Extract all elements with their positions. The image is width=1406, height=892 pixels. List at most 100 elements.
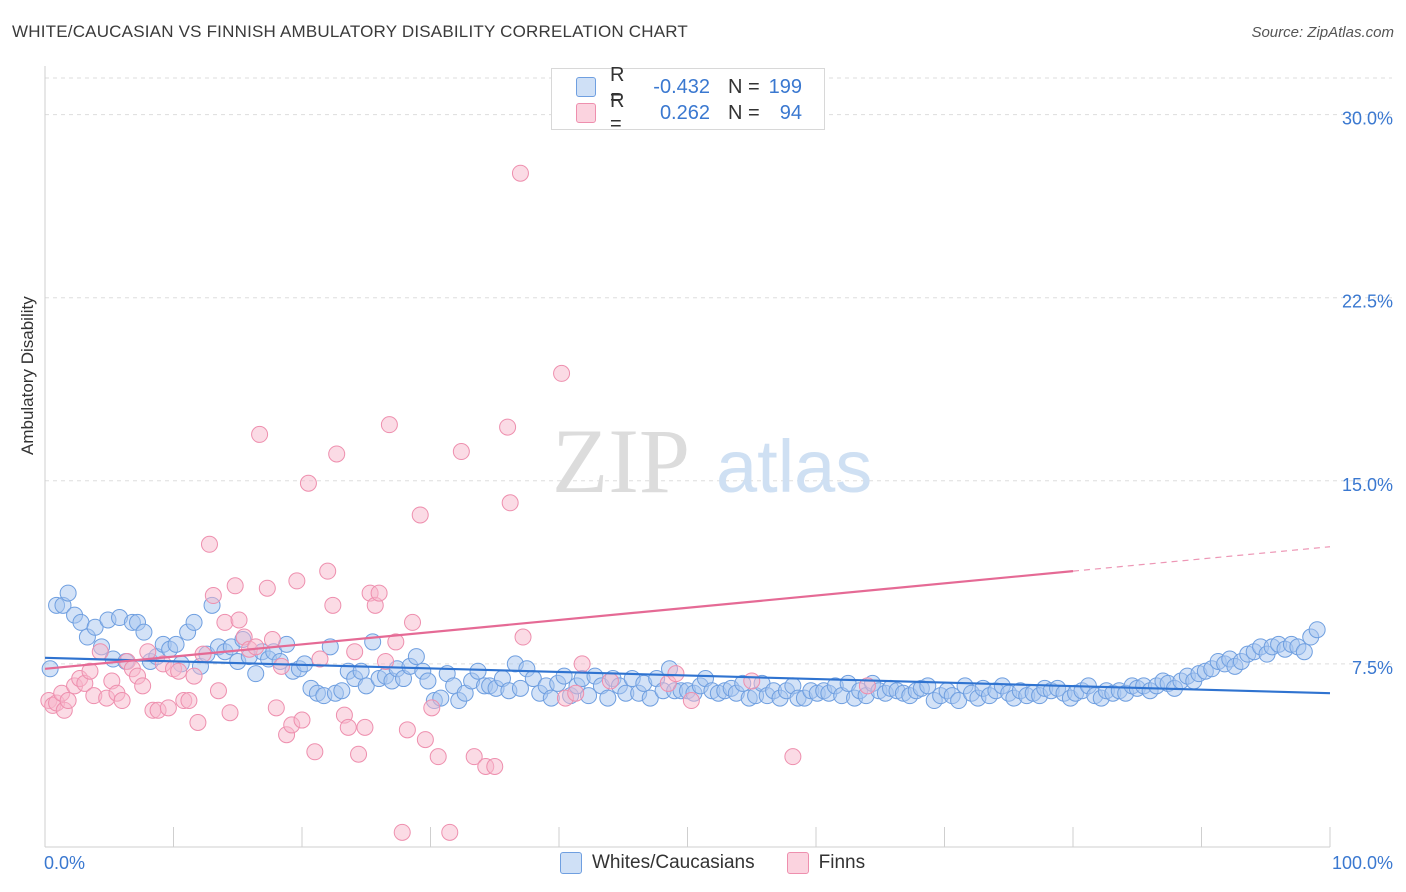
data-point-finns xyxy=(553,364,571,382)
data-point-whites xyxy=(333,682,351,700)
data-point-finns xyxy=(387,633,405,651)
x-tick-label: 0.0% xyxy=(44,853,85,873)
data-point-whites xyxy=(59,584,77,602)
data-point-finns xyxy=(293,711,311,729)
data-point-finns xyxy=(416,731,434,749)
data-point-whites xyxy=(511,679,529,697)
data-point-finns xyxy=(113,692,131,710)
data-point-finns xyxy=(306,743,324,761)
data-point-finns xyxy=(180,692,198,710)
data-point-finns xyxy=(465,748,483,766)
data-point-finns xyxy=(204,587,222,605)
data-point-finns xyxy=(423,699,441,717)
data-point-finns xyxy=(601,672,619,690)
data-point-finns xyxy=(501,494,519,512)
series-finns xyxy=(40,164,876,841)
correlation-legend: R = -0.432 N = 199 R = 0.262 N = 94 xyxy=(551,64,825,135)
data-point-finns xyxy=(784,748,802,766)
data-point-finns xyxy=(346,643,364,661)
data-point-finns xyxy=(411,506,429,524)
data-point-whites xyxy=(1308,621,1326,639)
y-axis-label: Ambulatory Disability xyxy=(18,296,37,455)
data-point-finns xyxy=(185,667,203,685)
tick-labels: 7.5% 15.0% 22.5% 30.0% 0.0% 100.0% xyxy=(44,109,1393,873)
legend-row-finns: R = 0.262 N = 94 xyxy=(576,90,802,135)
data-point-finns xyxy=(370,584,388,602)
r-value: -0.432 xyxy=(653,75,710,98)
series-whites-caucasians xyxy=(41,584,1326,710)
data-point-finns xyxy=(398,721,416,739)
data-point-finns xyxy=(858,677,876,695)
data-point-finns xyxy=(134,677,152,695)
data-point-finns xyxy=(189,713,207,731)
trend-lines xyxy=(44,546,1331,695)
data-point-finns xyxy=(230,611,248,629)
data-point-finns xyxy=(567,684,585,702)
data-point-finns xyxy=(159,699,177,717)
legend-swatch-finns xyxy=(576,103,596,123)
trend-line-finns xyxy=(44,570,1074,670)
data-point-finns xyxy=(91,643,109,661)
watermark-zip: ZIP xyxy=(552,410,690,512)
data-point-finns xyxy=(319,562,337,580)
data-point-whites xyxy=(86,618,104,636)
data-point-finns xyxy=(81,662,99,680)
data-point-whites xyxy=(950,692,968,710)
data-point-finns xyxy=(452,443,470,461)
data-point-finns xyxy=(209,682,227,700)
data-point-finns xyxy=(441,823,459,841)
data-point-finns xyxy=(499,418,517,436)
data-point-finns xyxy=(377,652,395,670)
data-point-finns xyxy=(221,704,239,722)
data-point-finns xyxy=(263,630,281,648)
gridlines xyxy=(45,77,1392,665)
data-point-whites xyxy=(599,689,617,707)
data-point-finns xyxy=(393,823,411,841)
data-point-whites xyxy=(469,662,487,680)
data-point-finns xyxy=(288,572,306,590)
n-value: 94 xyxy=(779,101,802,124)
data-point-finns xyxy=(356,718,374,736)
data-point-whites xyxy=(72,613,90,631)
data-point-finns xyxy=(258,579,276,597)
legend-label-whites: Whites/Caucasians xyxy=(592,852,755,873)
data-point-finns xyxy=(226,577,244,595)
data-point-finns xyxy=(328,445,346,463)
n-value: 199 xyxy=(768,75,802,98)
legend-item-whites[interactable]: Whites/Caucasians xyxy=(560,852,755,874)
legend-item-finns[interactable]: Finns xyxy=(786,852,865,874)
data-point-finns xyxy=(429,748,447,766)
data-point-whites xyxy=(1295,643,1313,661)
data-point-finns xyxy=(486,757,504,775)
data-point-finns xyxy=(350,745,368,763)
data-point-finns xyxy=(251,425,269,443)
r-value: 0.262 xyxy=(659,101,710,124)
y-tick-label: 7.5% xyxy=(1352,658,1393,678)
data-point-whites xyxy=(542,689,560,707)
y-tick-label: 30.0% xyxy=(1342,109,1393,129)
y-tick-label: 15.0% xyxy=(1342,475,1393,495)
r-label: R = xyxy=(610,90,625,135)
data-point-whites xyxy=(247,665,265,683)
data-point-whites xyxy=(135,623,153,641)
n-label: N = xyxy=(728,75,760,98)
data-point-finns xyxy=(404,613,422,631)
axes xyxy=(44,66,1331,848)
data-point-finns xyxy=(743,672,761,690)
data-point-finns xyxy=(247,638,265,656)
r-label: R = xyxy=(610,64,625,109)
legend-row-whites: R = -0.432 N = 199 xyxy=(576,64,802,109)
watermark-atlas: atlas xyxy=(716,425,872,508)
watermark: ZIP atlas xyxy=(552,410,872,512)
data-point-whites xyxy=(185,613,203,631)
data-point-finns xyxy=(299,474,317,492)
data-point-whites xyxy=(641,689,659,707)
data-point-finns xyxy=(267,699,285,717)
data-point-whites xyxy=(419,672,437,690)
y-tick-label: 22.5% xyxy=(1342,292,1393,312)
trend-line-whites xyxy=(44,656,1331,695)
data-point-whites xyxy=(407,648,425,666)
data-point-finns xyxy=(311,650,329,668)
data-point-finns xyxy=(170,662,188,680)
